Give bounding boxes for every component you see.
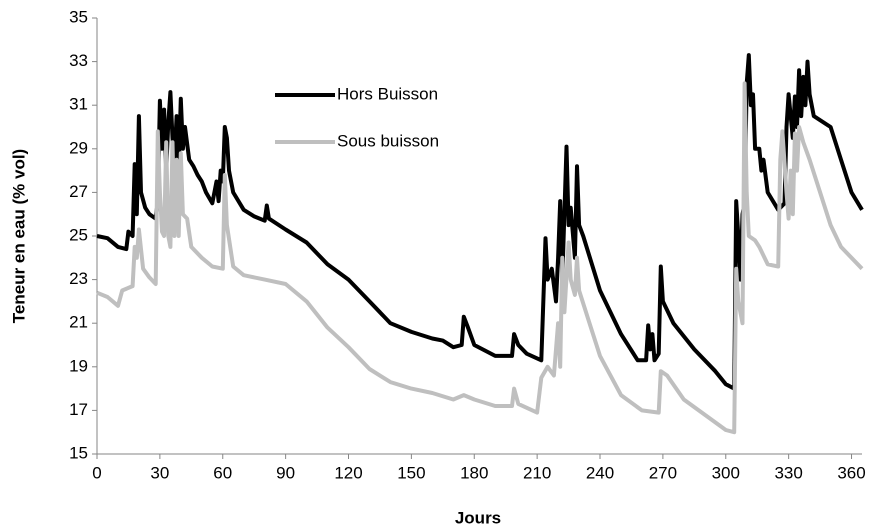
x-tick-label: 30: [150, 463, 169, 482]
y-axis-title: Teneur en eau (% vol): [9, 149, 28, 323]
x-tick-label: 90: [276, 463, 295, 482]
x-tick-label: 210: [523, 463, 551, 482]
y-tick-label: 25: [69, 225, 88, 244]
x-tick-label: 360: [837, 463, 865, 482]
line: [96, 53, 864, 391]
x-tick-label: 60: [213, 463, 232, 482]
y-tick-label: 15: [69, 443, 88, 462]
y-tick-label: 29: [69, 138, 88, 157]
x-tick-label: 180: [460, 463, 488, 482]
y-tick-label: 27: [69, 182, 88, 201]
legend-label: Hors Buisson: [337, 84, 438, 103]
line: [96, 81, 864, 435]
x-axis-title: Jours: [455, 508, 501, 527]
x-tick-label: 120: [334, 463, 362, 482]
y-tick-label: 21: [69, 313, 88, 332]
x-tick-label: 330: [774, 463, 802, 482]
y-tick-label: 19: [69, 356, 88, 375]
y-tick-label: 31: [69, 95, 88, 114]
y-tick-label: 23: [69, 269, 88, 288]
legend-label: Sous buisson: [337, 131, 439, 150]
x-tick-label: 0: [92, 463, 101, 482]
y-tick-label: 35: [69, 7, 88, 26]
y-tick-label: 17: [69, 400, 88, 419]
x-tick-label: 240: [586, 463, 614, 482]
y-tick-label: 33: [69, 51, 88, 70]
x-tick-label: 150: [397, 463, 425, 482]
x-tick-label: 300: [712, 463, 740, 482]
x-tick-label: 270: [649, 463, 677, 482]
